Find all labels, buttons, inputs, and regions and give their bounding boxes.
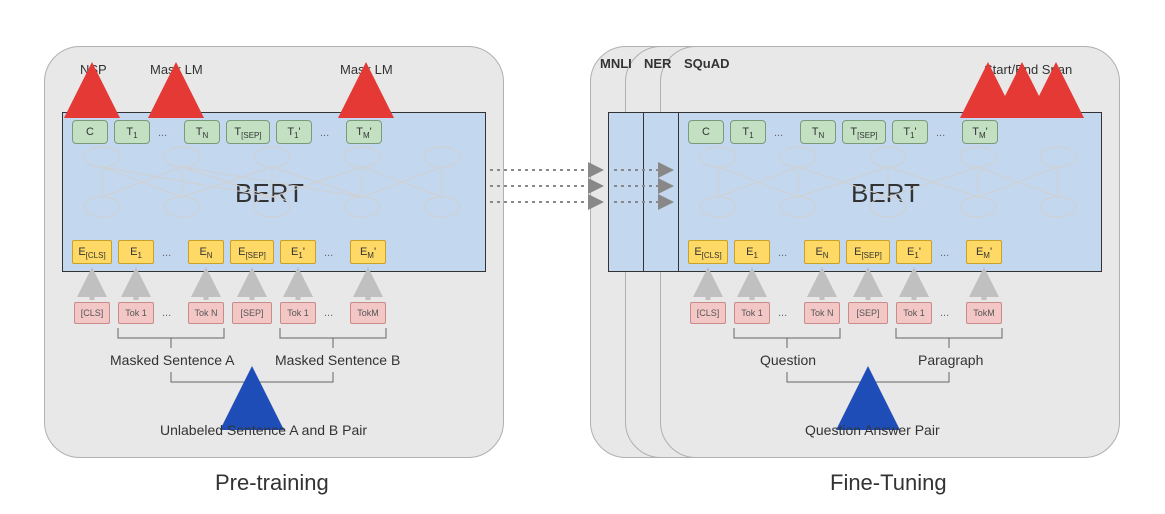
emb-emp-left: EM' xyxy=(350,240,386,264)
finetuning-title: Fine-Tuning xyxy=(830,470,947,496)
in-tokm-right: TokM xyxy=(966,302,1002,324)
emb-dots2-right: ... xyxy=(940,247,949,259)
emb-esep-left: E[SEP] xyxy=(230,240,274,264)
pretraining-title: Pre-training xyxy=(215,470,329,496)
out-tn-left: TN xyxy=(184,120,220,144)
in-dots2-right: ... xyxy=(940,307,949,319)
tab-squad: SQuAD xyxy=(684,56,730,71)
in-tok1-right: Tok 1 xyxy=(734,302,770,324)
span-label: Start/End Span xyxy=(984,62,1072,77)
in-tok1b-left: Tok 1 xyxy=(280,302,316,324)
nsp-label: NSP xyxy=(80,62,107,77)
in-cls-right: [CLS] xyxy=(690,302,726,324)
sent-b-label: Masked Sentence B xyxy=(275,352,400,368)
bert-label-right: BERT xyxy=(851,178,920,209)
out-tsep-left: T[SEP] xyxy=(226,120,270,144)
in-sep-right: [SEP] xyxy=(848,302,888,324)
emb-dots1-left: ... xyxy=(162,247,171,259)
in-tokn-right: Tok N xyxy=(804,302,840,324)
in-tokm-left: TokM xyxy=(350,302,386,324)
out-t1p-right: T1' xyxy=(892,120,928,144)
emb-dots1-right: ... xyxy=(778,247,787,259)
out-dots2-right: ... xyxy=(936,127,945,139)
out-t1p-left: T1' xyxy=(276,120,312,144)
in-dots1-left: ... xyxy=(162,307,171,319)
emb-en-right: EN xyxy=(804,240,840,264)
out-dots1-left: ... xyxy=(158,127,167,139)
emb-e1p-left: E1' xyxy=(280,240,316,264)
out-tmp-left: TM' xyxy=(346,120,382,144)
in-tok1b-right: Tok 1 xyxy=(896,302,932,324)
sent-a-label: Masked Sentence A xyxy=(110,352,235,368)
in-tok1-left: Tok 1 xyxy=(118,302,154,324)
in-dots2-left: ... xyxy=(324,307,333,319)
out-t1-right: T1 xyxy=(730,120,766,144)
in-sep-left: [SEP] xyxy=(232,302,272,324)
emb-e1-left: E1 xyxy=(118,240,154,264)
in-dots1-right: ... xyxy=(778,307,787,319)
tab-ner: NER xyxy=(644,56,671,71)
out-tn-right: TN xyxy=(800,120,836,144)
bert-label-left: BERT xyxy=(235,178,304,209)
out-tsep-right: T[SEP] xyxy=(842,120,886,144)
pair-label-right: Question Answer Pair xyxy=(805,422,940,438)
masklm-label-2: Mask LM xyxy=(340,62,393,77)
out-tmp-right: TM' xyxy=(962,120,998,144)
paragraph-label: Paragraph xyxy=(918,352,983,368)
emb-emp-right: EM' xyxy=(966,240,1002,264)
emb-e1p-right: E1' xyxy=(896,240,932,264)
masklm-label-1: Mask LM xyxy=(150,62,203,77)
emb-en-left: EN xyxy=(188,240,224,264)
out-c-left: C xyxy=(72,120,108,144)
pair-label-left: Unlabeled Sentence A and B Pair xyxy=(160,422,367,438)
out-dots1-right: ... xyxy=(774,127,783,139)
out-t1-left: T1 xyxy=(114,120,150,144)
in-cls-left: [CLS] xyxy=(74,302,110,324)
question-label: Question xyxy=(760,352,816,368)
in-tokn-left: Tok N xyxy=(188,302,224,324)
out-c-right: C xyxy=(688,120,724,144)
out-dots2-left: ... xyxy=(320,127,329,139)
tab-mnli: MNLI xyxy=(600,56,632,71)
emb-e1-right: E1 xyxy=(734,240,770,264)
emb-esep-right: E[SEP] xyxy=(846,240,890,264)
emb-cls-right: E[CLS] xyxy=(688,240,728,264)
emb-dots2-left: ... xyxy=(324,247,333,259)
emb-cls-left: E[CLS] xyxy=(72,240,112,264)
